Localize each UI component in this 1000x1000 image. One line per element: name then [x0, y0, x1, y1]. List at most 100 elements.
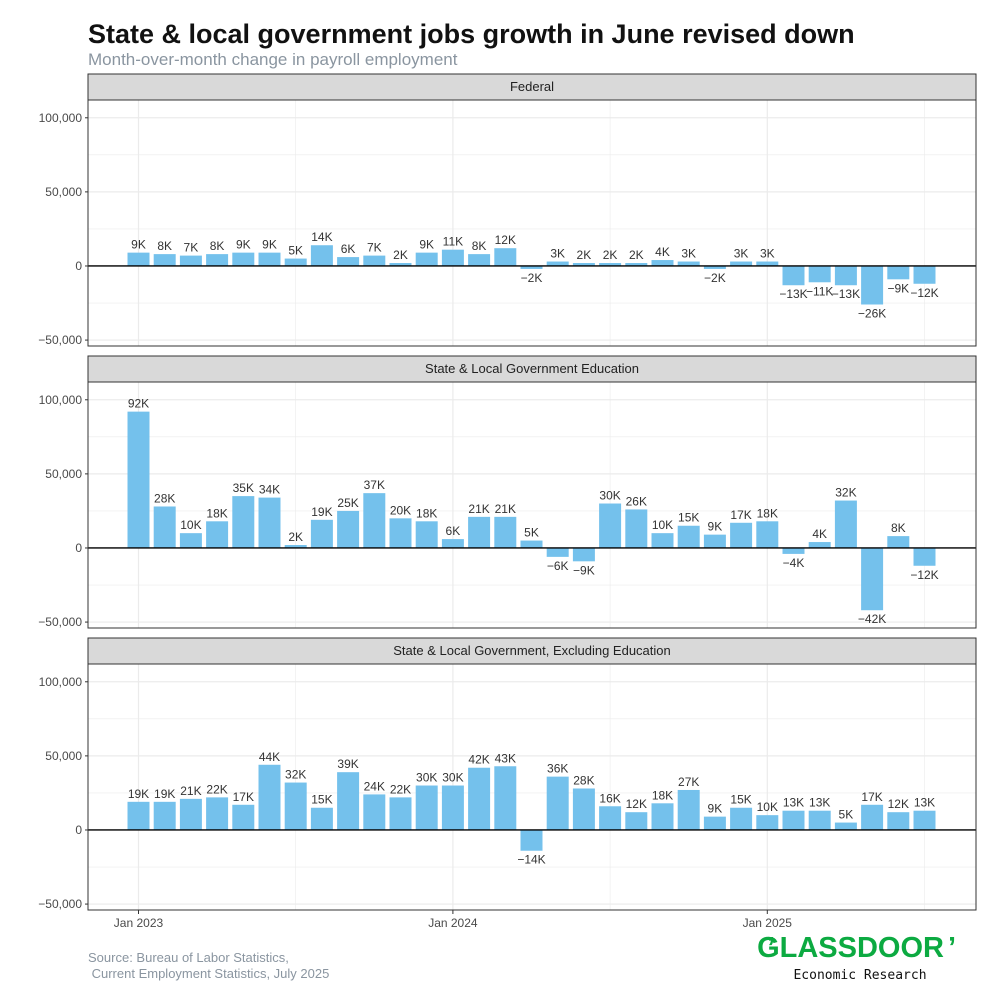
bar	[128, 802, 150, 830]
data-label: 15K	[730, 793, 751, 807]
data-label: 13K	[783, 796, 804, 810]
bar	[547, 548, 569, 557]
panel-strip-label: State & Local Government Education	[425, 361, 639, 376]
data-label: 2K	[393, 248, 408, 262]
y-tick-label: −50,000	[38, 897, 82, 911]
x-tick-label: Jan 2024	[428, 916, 478, 930]
bar	[128, 412, 150, 548]
bar	[521, 830, 543, 851]
data-label: 9K	[708, 520, 723, 534]
data-label: 42K	[468, 753, 489, 767]
data-label: 28K	[573, 773, 594, 787]
bar	[442, 539, 464, 548]
bar	[468, 517, 490, 548]
data-label: 21K	[468, 502, 489, 516]
bar	[494, 766, 516, 830]
data-label: 10K	[180, 518, 201, 532]
data-label: −9K	[887, 281, 909, 295]
data-label: 24K	[364, 779, 385, 793]
data-label: −42K	[858, 612, 886, 626]
bar	[704, 817, 726, 830]
bar	[678, 790, 700, 830]
brand-tagline: Economic Research	[793, 968, 926, 983]
chart: State & local government jobs growth in …	[0, 0, 1000, 1000]
bar	[390, 518, 412, 548]
brand-quote-left-icon: ’	[767, 932, 775, 964]
data-label: 5K	[524, 526, 539, 540]
y-tick-label: 0	[75, 541, 82, 555]
data-label: −4K	[783, 556, 805, 570]
data-label: 28K	[154, 491, 175, 505]
data-label: 3K	[550, 247, 565, 261]
data-label: 20K	[390, 503, 411, 517]
data-label: 6K	[341, 242, 356, 256]
data-label: 5K	[839, 808, 854, 822]
brand-quote-right-icon: ’	[948, 932, 956, 964]
bar	[652, 533, 674, 548]
bar	[809, 542, 831, 548]
data-label: 21K	[495, 502, 516, 516]
bar	[363, 794, 385, 830]
data-label: 12K	[888, 797, 909, 811]
y-tick-label: 0	[75, 823, 82, 837]
bar	[363, 256, 385, 266]
bar	[390, 797, 412, 830]
bar	[783, 548, 805, 554]
bar	[416, 521, 438, 548]
y-tick-label: 50,000	[45, 749, 82, 763]
data-label: 3K	[734, 247, 749, 261]
data-label: 3K	[760, 247, 775, 261]
x-tick-label: Jan 2025	[743, 916, 793, 930]
panel-strip-label: State & Local Government, Excluding Educ…	[393, 643, 671, 658]
bar	[468, 254, 490, 266]
y-tick-label: −50,000	[38, 615, 82, 629]
y-tick-label: 50,000	[45, 467, 82, 481]
y-tick-label: 100,000	[39, 393, 83, 407]
source-line-2: Current Employment Statistics, July 2025	[88, 966, 329, 981]
data-label: 2K	[629, 248, 644, 262]
panel-1: State & Local Government Education 100,00…	[38, 356, 976, 629]
data-label: 9K	[131, 238, 146, 252]
data-label: 4K	[812, 527, 827, 541]
bar	[180, 533, 202, 548]
source-line-1: Source: Bureau of Labor Statistics,	[88, 950, 289, 965]
bar	[206, 254, 228, 266]
panel-strip-label: Federal	[510, 79, 554, 94]
data-label: 35K	[233, 481, 254, 495]
bar	[128, 253, 150, 266]
data-label: 32K	[285, 768, 306, 782]
data-label: 17K	[233, 790, 254, 804]
data-label: 39K	[337, 757, 358, 771]
bar	[259, 253, 281, 266]
bar	[206, 797, 228, 830]
data-label: 21K	[180, 784, 201, 798]
data-label: 13K	[809, 796, 830, 810]
bar	[337, 257, 359, 266]
chart-title: State & local government jobs growth in …	[88, 19, 855, 49]
bar	[259, 765, 281, 830]
bar	[835, 266, 857, 285]
data-label: 25K	[337, 496, 358, 510]
data-label: 7K	[184, 241, 199, 255]
x-tick-label: Jan 2023	[114, 916, 164, 930]
bar	[914, 266, 936, 284]
bar	[599, 806, 621, 830]
bar	[625, 812, 647, 830]
bar	[154, 802, 176, 830]
data-label: 17K	[861, 790, 882, 804]
bar	[652, 260, 674, 266]
data-label: 8K	[157, 239, 172, 253]
bar	[809, 266, 831, 282]
bar	[180, 799, 202, 830]
data-label: 92K	[128, 397, 149, 411]
data-label: 11K	[443, 235, 463, 249]
data-label: 15K	[678, 511, 699, 525]
bar	[652, 803, 674, 830]
data-label: 12K	[626, 797, 647, 811]
data-label: 19K	[128, 787, 149, 801]
data-label: 6K	[446, 524, 461, 538]
data-label: 36K	[547, 762, 568, 776]
bar	[180, 256, 202, 266]
bar	[625, 509, 647, 548]
data-label: 30K	[416, 771, 437, 785]
